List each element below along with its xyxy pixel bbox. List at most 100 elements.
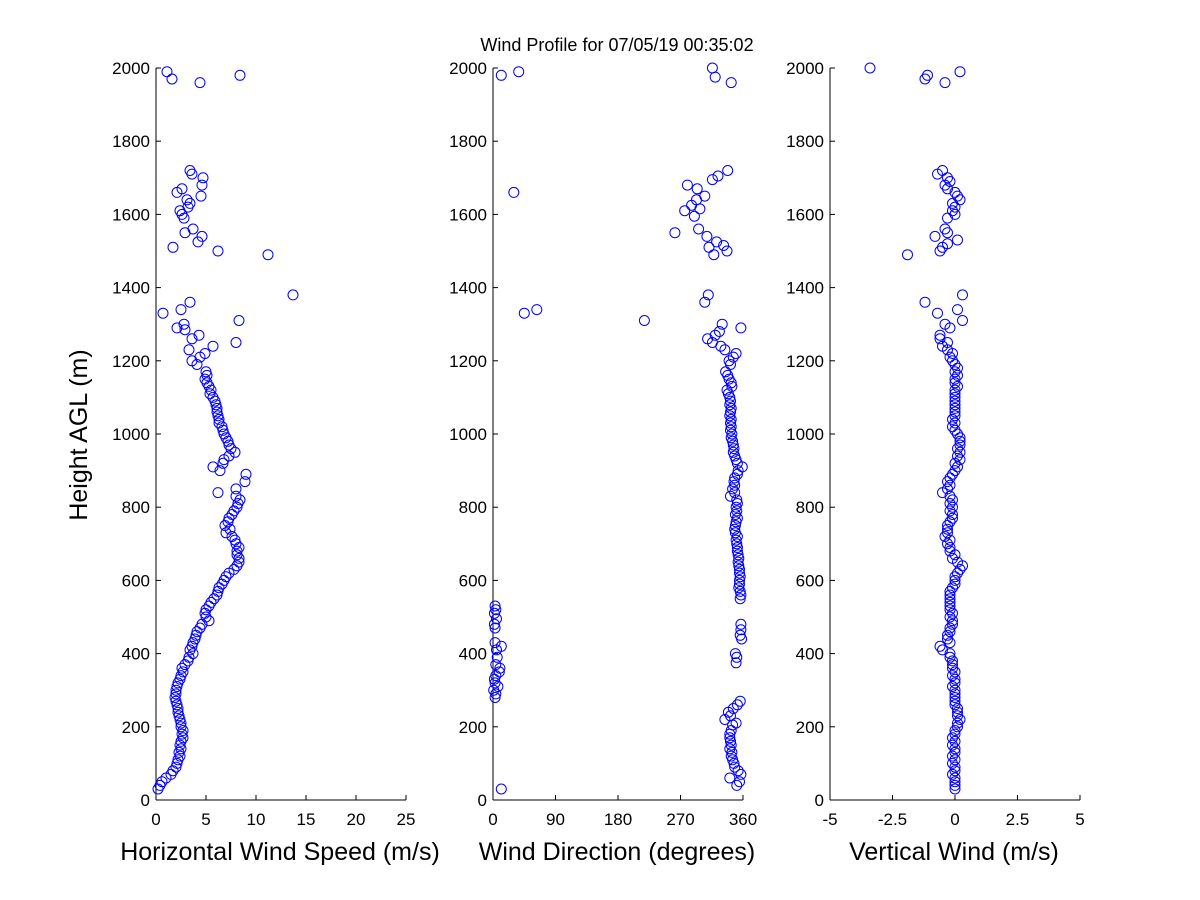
vertical-wind-data-point [949,571,961,583]
wind-direction-data-point [730,657,742,669]
vertical-wind-data-point [952,706,963,718]
vertical-wind-data-point [947,355,958,367]
vertical-wind-data-point [942,520,953,531]
wind-direction-data-point [491,613,502,625]
wind-direction-data-point [725,735,736,747]
horizontal-wind-speed-y-tick-label: 800 [122,498,150,517]
horizontal-wind-speed-data-point [175,304,187,316]
vertical-wind-data-point [952,710,963,722]
wind-direction-data-point [731,651,743,663]
vertical-wind-data-point [949,549,961,561]
vertical-wind-data-point [947,670,958,682]
horizontal-wind-speed-data-point [233,315,245,326]
horizontal-wind-speed-data-point [152,783,164,795]
vertical-wind-data-point [947,739,958,751]
vertical-wind-y-tick-label: 1600 [786,205,824,224]
vertical-wind-data-point [942,538,953,550]
horizontal-wind-speed-data-point [191,359,203,370]
wind-direction-data-point [706,62,718,74]
vertical-wind-data-point [947,348,958,359]
vertical-wind-data-point [944,322,956,334]
wind-direction-data-point [733,552,745,564]
wind-direction-data-point [729,520,741,531]
horizontal-wind-speed-data-point [224,523,236,535]
vertical-wind-data-point [947,615,958,627]
vertical-wind-y-tick-label: 800 [796,498,824,517]
wind-direction-data-point [730,534,742,546]
horizontal-wind-speed-data-point [207,340,219,352]
wind-direction-data-point [729,472,741,484]
horizontal-wind-speed-data-point [174,205,186,217]
wind-direction-data-point [725,77,737,89]
vertical-wind-data-point [942,476,953,488]
wind-direction-data-point [719,344,731,356]
horizontal-wind-speed-axis-label: Horizontal Wind Speed (m/s) [120,838,440,866]
horizontal-wind-speed-data-point [234,69,246,81]
vertical-wind-data-point [949,728,961,740]
vertical-wind-data-point [937,644,948,656]
horizontal-wind-speed-data-point [160,772,172,784]
vertical-wind-data-point [947,681,958,692]
wind-direction-data-point [731,542,743,553]
wind-direction-data-point [638,315,650,326]
wind-direction-y-tick-label: 200 [459,718,487,737]
horizontal-wind-speed-x-tick-label: 20 [347,810,366,829]
wind-direction-data-point [709,71,721,83]
horizontal-wind-speed-data-point [179,227,191,239]
wind-direction-data-point [725,402,737,414]
vertical-wind-data-point [947,655,958,667]
wind-direction-data-point [728,476,740,488]
vertical-wind-points [864,62,968,795]
horizontal-wind-speed-data-point [178,318,190,330]
vertical-wind-data-point [944,516,956,528]
vertical-wind-data-point [957,560,968,572]
vertical-wind-data-point [954,563,966,575]
wind-direction-data-point [495,69,507,81]
horizontal-wind-speed-data-point [231,501,243,513]
vertical-wind-data-point [944,585,956,597]
vertical-wind-data-point [947,468,958,480]
wind-direction-data-point [730,348,742,359]
wind-direction-points [488,62,748,795]
wind-direction-y-tick-label: 800 [459,498,487,517]
horizontal-wind-speed-x-tick-label: 5 [201,810,210,829]
vertical-wind-data-point [949,772,961,784]
vertical-wind-data-point [947,757,958,769]
vertical-wind-data-point [949,743,961,755]
vertical-wind-data-point [942,633,953,645]
wind-direction-data-point [681,179,693,191]
wind-direction-x-tick-label: 270 [666,810,694,829]
vertical-wind-data-point [949,735,961,747]
wind-direction-data-point [727,483,739,495]
wind-direction-data-point [513,66,525,78]
vertical-wind-data-point [949,417,961,429]
wind-direction-data-point [729,761,741,773]
horizontal-wind-speed-y-tick-label: 1600 [112,205,150,224]
vertical-wind-data-point [949,673,961,685]
wind-direction-data-point [531,304,543,316]
vertical-wind-data-point [942,227,953,239]
vertical-wind-data-point [944,593,956,605]
vertical-wind-data-point [922,69,933,81]
horizontal-wind-speed-data-point [179,659,191,671]
vertical-wind-data-point [949,377,961,389]
vertical-wind-data-point [942,172,953,184]
vertical-wind-data-point [944,648,956,660]
wind-direction-data-point [711,236,723,248]
horizontal-wind-speed-data-point [218,428,230,440]
wind-direction-data-point [732,465,744,477]
horizontal-wind-speed-data-point [176,208,188,220]
wind-direction-data-point [490,659,502,671]
wind-direction-data-point [489,600,501,612]
vertical-wind-y-tick-label: 1000 [786,425,824,444]
wind-direction-data-point [701,230,713,242]
vertical-wind-data-point [937,487,948,499]
vertical-wind-data-point [949,395,961,407]
vertical-wind-y-tick-label: 0 [815,791,824,810]
vertical-wind-data-point [947,413,958,425]
horizontal-wind-speed-data-point [240,468,252,480]
horizontal-wind-speed-data-point [204,388,216,400]
vertical-wind-panel: 0 200 400 600 800 1000 1200 1400 1600 1800 2000 -5 -… [786,59,1085,829]
wind-direction-data-point [488,684,500,696]
